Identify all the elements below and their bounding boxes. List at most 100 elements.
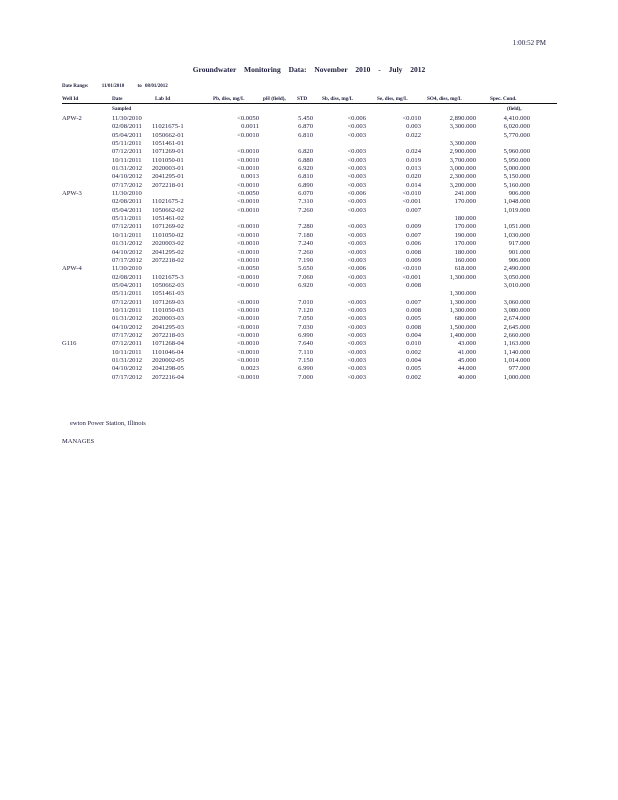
cell-pb: 0.0013 (240, 173, 259, 181)
cell-date: 10/11/2011 (112, 348, 142, 356)
cell-pb: <0.0010 (237, 323, 259, 331)
date-range-from: 11/01/2010 (101, 84, 125, 89)
cell-spec-cond: 3,050.000 (503, 273, 530, 281)
cell-se: 0.010 (406, 340, 421, 348)
cell-well: APW-3 (62, 190, 82, 198)
cell-so4: 1,300.000 (449, 306, 476, 314)
cell-se: <0.010 (402, 190, 421, 198)
cell-sb: <0.003 (347, 231, 366, 239)
cell-date: 11/30/2010 (112, 115, 142, 122)
cell-se: 0.022 (406, 131, 421, 139)
cell-so4: 3,300.000 (449, 140, 476, 148)
cell-lab-id: 2041295-03 (152, 323, 184, 331)
cell-so4: 43.000 (457, 340, 476, 348)
cell-ph: 7.280 (298, 223, 313, 231)
cell-ph: 7.260 (298, 206, 313, 214)
table-row: 05/11/2011 1051461-01 3,300.000 (0, 140, 618, 148)
cell-sb: <0.003 (347, 206, 366, 214)
cell-ph: 5.450 (298, 115, 313, 122)
cell-lab-id: 2041298-05 (152, 365, 184, 373)
cell-spec-cond: 2,674.000 (503, 315, 530, 323)
cell-date: 07/17/2012 (112, 373, 143, 381)
table-row: 01/31/2012 2020003-03 <0.0010 7.050 <0.003 0.… (0, 315, 618, 323)
cell-ph: 7.060 (298, 273, 313, 281)
cell-so4: 44.000 (457, 365, 476, 373)
cell-pb: <0.0010 (237, 281, 259, 289)
cell-sb: <0.003 (347, 223, 366, 231)
cell-date: 10/11/2011 (112, 306, 142, 314)
cell-pb: <0.0050 (237, 265, 259, 273)
table-row: 10/11/2011 1101050-01 <0.0010 6.880 <0.003 0.… (0, 157, 618, 165)
cell-lab-id: 11021675-3 (152, 273, 184, 281)
table-row: APW-3 11/30/2010 <0.0050 6.070 <0.006 <0.010 2… (0, 190, 618, 198)
cell-spec-cond: 5,960.000 (503, 148, 530, 156)
table-row: APW-2 11/30/2010 <0.0050 5.450 <0.006 <0.010 2… (0, 115, 618, 123)
cell-ph: 6.820 (298, 148, 313, 156)
cell-date: 02/08/2011 (112, 123, 142, 131)
cell-pb: <0.0010 (237, 298, 259, 306)
cell-sb: <0.003 (347, 298, 366, 306)
cell-se: 0.006 (406, 240, 421, 248)
cell-spec-cond: 1,030.000 (503, 231, 530, 239)
cell-so4: 2,300.000 (449, 173, 476, 181)
table-row: 02/08/2011 11021675-1 0.0011 6.870 <0.003 0.0… (0, 123, 618, 131)
cell-sb: <0.003 (347, 165, 366, 173)
cell-so4: 618.000 (454, 265, 476, 273)
date-range: Date Range: 11/01/2010 to 08/01/2012 (62, 84, 180, 89)
cell-so4: 3,300.000 (449, 123, 476, 131)
cell-spec-cond: 5,160.000 (503, 181, 530, 189)
cell-ph: 7.640 (298, 340, 313, 348)
cell-se: 0.002 (406, 373, 421, 381)
cell-pb: <0.0010 (237, 340, 259, 348)
table-row: 07/17/2012 2072218-03 <0.0010 6.990 <0.003 0.… (0, 332, 618, 340)
data-table: APW-2 11/30/2010 <0.0050 5.450 <0.006 <0.010 2… (0, 115, 618, 382)
cell-spec-cond: 1,048.000 (503, 198, 530, 206)
cell-lab-id: 2020003-01 (152, 165, 184, 173)
table-row: 07/12/2011 1071269-02 <0.0010 7.280 <0.003 0.… (0, 223, 618, 231)
cell-sb: <0.006 (347, 190, 366, 198)
cell-sb: <0.006 (347, 265, 366, 273)
cell-so4: 241.000 (454, 190, 476, 198)
cell-sb: <0.003 (347, 131, 366, 139)
cell-pb: <0.0010 (237, 148, 259, 156)
table-row: 10/11/2011 1101050-02 <0.0010 7.180 <0.003 0.… (0, 232, 618, 240)
cell-sb: <0.003 (347, 331, 366, 339)
cell-se: <0.010 (402, 265, 421, 273)
cell-pb: <0.0010 (237, 273, 259, 281)
col-pb: Pb, diss, mg/L (213, 96, 245, 102)
cell-ph: 6.990 (298, 365, 313, 373)
cell-spec-cond: 1,140.000 (503, 348, 530, 356)
cell-spec-cond: 1,000.000 (503, 373, 530, 381)
cell-ph: 6.880 (298, 156, 313, 164)
cell-so4: 180.000 (454, 248, 476, 256)
cell-date: 07/17/2012 (112, 181, 143, 189)
table-row: 07/12/2011 1071269-01 <0.0010 6.820 <0.003 0.… (0, 148, 618, 156)
cell-sb: <0.003 (347, 306, 366, 314)
cell-sb: <0.003 (347, 198, 366, 206)
cell-spec-cond: 3,010.000 (503, 281, 530, 289)
cell-so4: 3,700.000 (449, 156, 476, 164)
cell-pb: <0.0010 (237, 240, 259, 248)
col-so4: SO4, diss, mg/L (427, 96, 462, 102)
cell-spec-cond: 2,645.000 (503, 323, 530, 331)
table-row: 05/04/2011 1050662-02 <0.0010 7.260 <0.003 0.… (0, 207, 618, 215)
cell-spec-cond: 1,019.000 (503, 206, 530, 214)
table-row: 04/10/2012 2041295-01 0.0013 6.810 <0.003 0.0… (0, 173, 618, 181)
cell-se: 0.003 (406, 123, 421, 131)
table-row: 10/11/2011 1101046-04 <0.0010 7.110 <0.003 0.… (0, 349, 618, 357)
cell-ph: 7.030 (298, 323, 313, 331)
cell-lab-id: 11021675-2 (152, 198, 184, 206)
cell-ph: 6.810 (298, 173, 313, 181)
cell-se: 0.009 (406, 223, 421, 231)
cell-lab-id: 2020002-05 (152, 356, 184, 364)
cell-ph: 7.050 (298, 315, 313, 323)
cell-spec-cond: 3,080.000 (503, 306, 530, 314)
cell-ph: 7.110 (298, 348, 313, 356)
cell-ph: 7.190 (298, 256, 313, 264)
cell-pb: <0.0050 (237, 115, 259, 122)
cell-se: 0.007 (406, 231, 421, 239)
cell-ph: 7.260 (298, 248, 313, 256)
cell-sb: <0.003 (347, 373, 366, 381)
cell-ph: 6.070 (298, 190, 313, 198)
cell-pb: <0.0010 (237, 256, 259, 264)
